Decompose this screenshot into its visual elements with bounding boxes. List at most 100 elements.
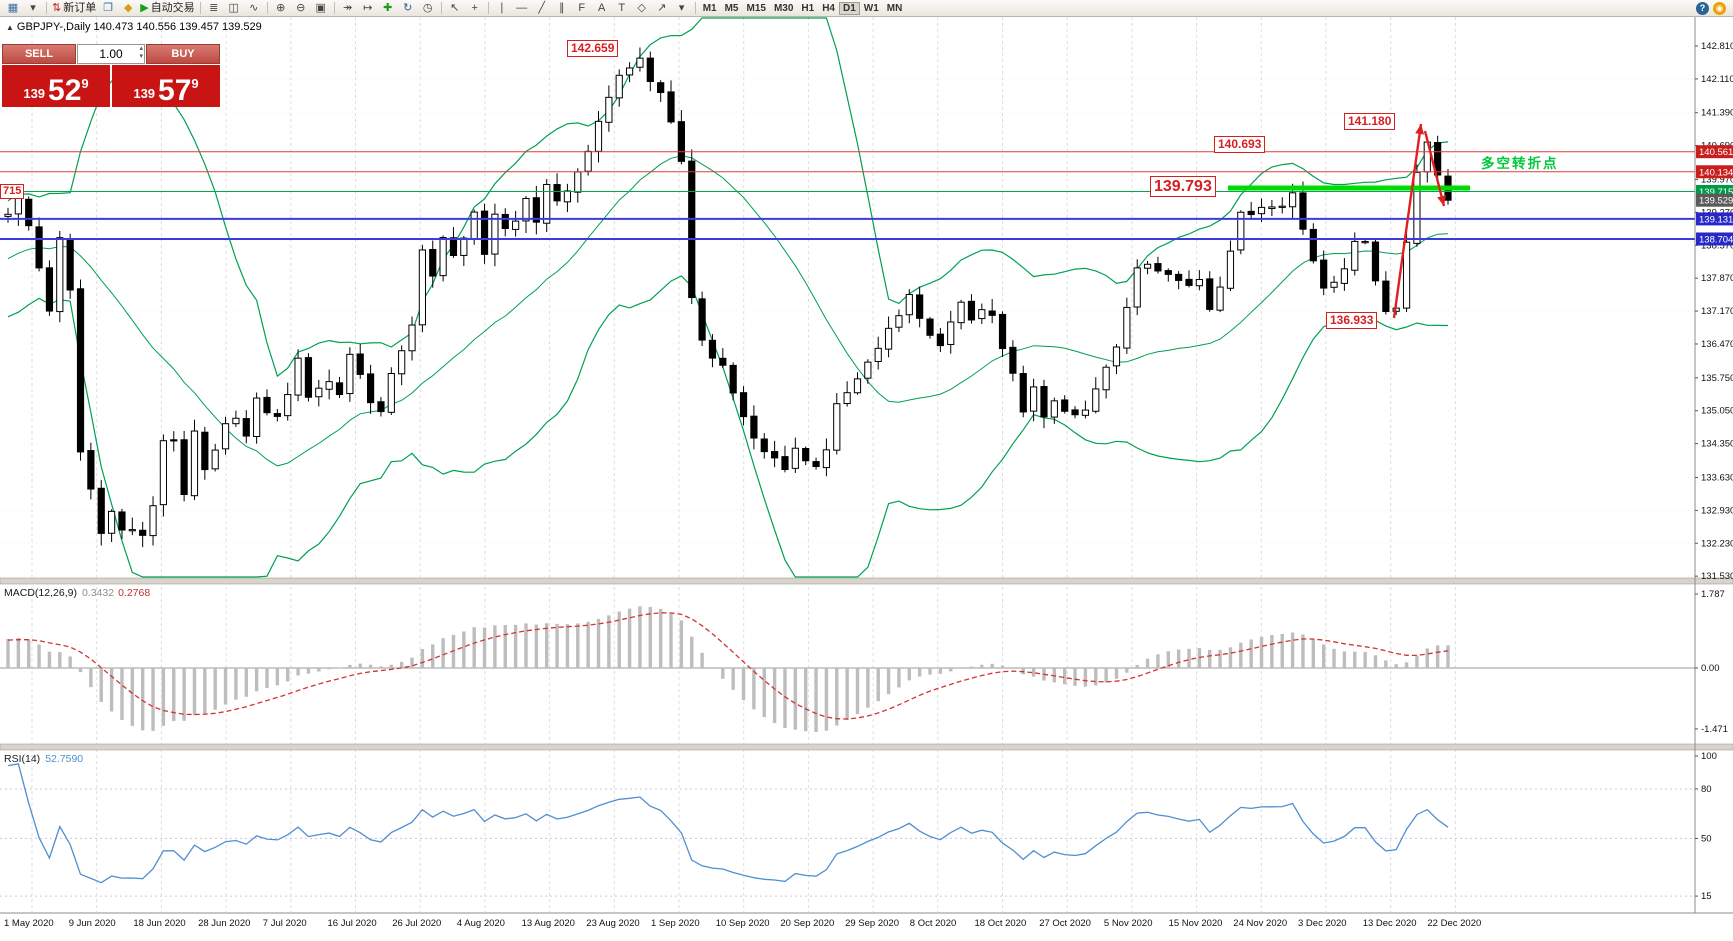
bid-pip-digit: 9 [81,76,89,91]
price-callout[interactable]: 142.659 [567,40,619,57]
autotrading-button[interactable]: ▶ 自动交易 [138,1,196,16]
svg-text:29 Sep 2020: 29 Sep 2020 [845,918,899,929]
charts-menu-icon: ▦ [7,1,19,14]
charts-menu-icon[interactable]: ▦ [3,1,23,16]
svg-text:142.810: 142.810 [1701,41,1733,52]
zoom-in-icon[interactable]: ⊕ [271,1,291,16]
charts-menu-arrow-icon[interactable]: ▾ [23,1,43,16]
svg-text:139.131: 139.131 [1699,214,1733,225]
tile-windows-icon[interactable]: ▣ [311,1,331,16]
main-toolbar: ▦ ▾ ⇅ 新订单 ❐ ◆ ▶ 自动交易 ≣ ◫ ∿ ⊕ ⊖ ▣ ↠ ↦ ✚ ↻ ◷ ↖ + ∣ ― ╱ ∥ F A T ◇ ↗ ▾ M1 M5… [0,0,1733,17]
price-callout[interactable]: 141.180 [1344,113,1396,130]
auto-scroll-icon[interactable]: ↠ [338,1,358,16]
toolbar-separator [333,2,335,14]
candlestick-chart-icon[interactable]: ◫ [224,1,244,16]
svg-text:23 Aug 2020: 23 Aug 2020 [586,918,639,929]
crosshair-icon[interactable]: + [465,1,485,16]
volume-down-icon[interactable]: ▾ [139,53,143,60]
price-callout[interactable]: 140.693 [1214,136,1266,153]
svg-text:132.230: 132.230 [1701,538,1733,549]
one-click-trading-panel: SELL 1.00 ▴ ▾ BUY 139 52 9 139 57 9 [2,44,220,107]
chart-shift-icon[interactable]: ↦ [358,1,378,16]
refresh-icon[interactable]: ↻ [398,1,418,16]
chart-title-text: GBPJPY-,Daily 140.473 140.556 139.457 13… [16,21,262,33]
trendline-icon[interactable]: ╱ [532,1,552,16]
arrows-tool-icon[interactable]: ↗ [652,1,672,16]
ask-price[interactable]: 139 57 9 [112,65,220,107]
timeframe-m30[interactable]: M30 [773,2,794,14]
equidistant-channel-icon[interactable]: ∥ [552,1,572,16]
line-chart-icon[interactable]: ∿ [244,1,264,16]
timeframe-h1[interactable]: H1 [801,2,815,14]
bar-chart-icon[interactable]: ≣ [204,1,224,16]
macd-name: MACD(12,26,9) [4,587,77,599]
drawings-layer[interactable] [1392,123,1446,319]
svg-text:-1.471: -1.471 [1701,724,1728,735]
svg-text:15 Nov 2020: 15 Nov 2020 [1169,918,1223,929]
timeframe-m15[interactable]: M15 [746,2,766,14]
line-chart-icon: ∿ [249,1,259,14]
zoom-out-icon[interactable]: ⊖ [291,1,311,16]
svg-text:131.530: 131.530 [1701,571,1733,582]
timeframe-w1[interactable]: W1 [863,2,879,14]
shapes-icon[interactable]: ◇ [632,1,652,16]
shapes-icon: ◇ [637,1,646,14]
price-callout[interactable]: 136.933 [1326,312,1378,329]
timeframe-m5[interactable]: M5 [724,2,739,14]
bid-prefix: 139 [23,86,46,101]
auto-scroll-icon: ↠ [343,1,353,14]
left-edge-price-label[interactable]: 715 [0,184,25,199]
new-chart-icon[interactable]: ✚ [378,1,398,16]
tools-dropdown-arrow-icon[interactable]: ▾ [672,1,692,16]
refresh-icon: ↻ [403,1,413,14]
buy-button[interactable]: BUY [146,44,220,64]
label-icon[interactable]: T [612,1,632,16]
help-icon[interactable]: ? [1696,1,1709,15]
svg-text:7 Jul 2020: 7 Jul 2020 [263,918,307,929]
grid-layer [0,17,1695,912]
new-order-button[interactable]: ⇅ 新订单 [50,1,98,16]
rsi-layer [0,763,1695,897]
timeframe-m1[interactable]: M1 [702,2,717,14]
horizontal-line-icon[interactable]: ― [512,1,532,16]
svg-text:1.787: 1.787 [1701,589,1725,600]
metaeditor-icon[interactable]: ◆ [118,1,138,16]
panel-separators[interactable] [0,577,1733,914]
bid-price[interactable]: 139 52 9 [2,65,110,107]
collapse-arrow-icon[interactable]: ▲ [6,23,14,32]
svg-text:16 Jul 2020: 16 Jul 2020 [328,918,377,929]
timeframe-mn[interactable]: MN [886,2,903,14]
svg-text:24 Nov 2020: 24 Nov 2020 [1233,918,1287,929]
time-axis[interactable]: 1 May 2020 9 Jun 2020 18 Jun 2020 28 Jun 20… [4,918,1481,929]
svg-text:1 Sep 2020: 1 Sep 2020 [651,918,700,929]
svg-text:138.570: 138.570 [1701,240,1733,251]
rsi-indicator-label: RSI(14) 52.7590 [4,753,83,765]
vertical-line-icon: ∣ [498,1,505,14]
community-icon[interactable]: ◉ [1713,1,1726,15]
new-order-icon: ⇅ [52,1,62,14]
svg-text:27 Oct 2020: 27 Oct 2020 [1039,918,1091,929]
fibonacci-icon[interactable]: F [572,1,592,16]
turning-point-annotation[interactable]: 多空转折点 [1481,156,1559,171]
chart-window-icon[interactable]: ❐ [98,1,118,16]
price-axis[interactable]: 142.810142.110141.390140.690139.970139.2… [1694,17,1733,913]
strategy-tester-icon[interactable]: ◷ [418,1,438,16]
trendline-icon: ╱ [538,1,545,14]
timeframe-d1[interactable]: D1 [839,1,860,15]
candlestick-chart-icon: ◫ [228,1,239,14]
cursor-icon[interactable]: ↖ [445,1,465,16]
volume-up-icon[interactable]: ▴ [139,45,143,52]
svg-text:139.970: 139.970 [1701,174,1733,185]
svg-text:13 Dec 2020: 13 Dec 2020 [1363,918,1417,929]
zoom-in-icon: ⊕ [276,1,286,14]
price-callout[interactable]: 139.793 [1150,176,1216,197]
sell-button[interactable]: SELL [2,44,76,64]
svg-text:18 Oct 2020: 18 Oct 2020 [975,918,1027,929]
timeframe-h4[interactable]: H4 [822,2,835,14]
volume-field[interactable]: 1.00 ▴ ▾ [77,44,145,64]
text-icon[interactable]: A [592,1,612,16]
svg-text:50: 50 [1701,833,1712,844]
vertical-line-icon[interactable]: ∣ [492,1,512,16]
